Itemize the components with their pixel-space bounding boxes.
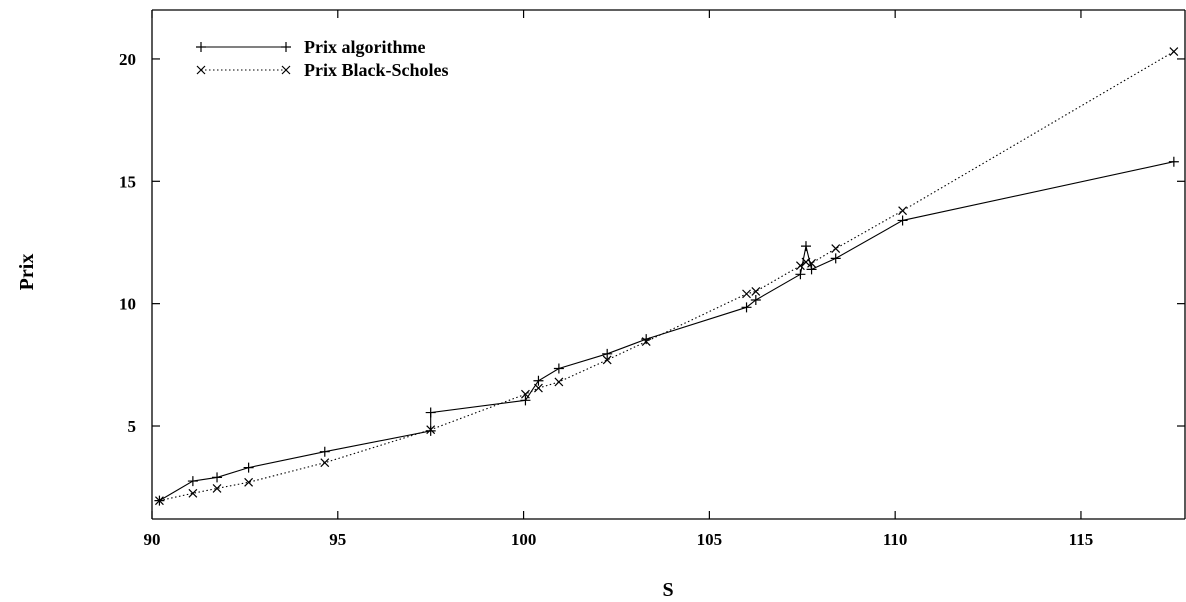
data-point — [751, 286, 761, 296]
data-point — [795, 261, 805, 271]
y-tick-label: 10 — [119, 295, 136, 314]
legend-marker — [281, 42, 291, 52]
data-point — [425, 407, 436, 418]
data-point — [641, 337, 651, 347]
data-point — [319, 446, 330, 457]
legend: Prix algorithme Prix Black-Scholes — [196, 37, 449, 80]
data-point — [187, 476, 198, 487]
data-point — [426, 425, 436, 435]
data-point — [641, 334, 652, 345]
x-tick-label: 110 — [883, 530, 908, 549]
data-point — [898, 206, 908, 216]
data-point — [830, 253, 841, 264]
x-tick-label: 105 — [697, 530, 723, 549]
data-point — [244, 477, 254, 487]
y-axis-title: Prix — [16, 254, 38, 291]
legend-marker — [281, 65, 291, 75]
axis-ticks — [151, 10, 1185, 519]
data-point — [806, 264, 817, 275]
data-point — [741, 302, 752, 313]
data-point — [602, 355, 612, 365]
data-point — [795, 269, 806, 280]
data-point — [1169, 47, 1179, 57]
legend-markers — [196, 42, 291, 75]
x-tick-label: 100 — [511, 530, 537, 549]
data-point — [554, 377, 564, 387]
series-line-2 — [159, 51, 1175, 502]
data-point — [534, 383, 543, 393]
data-point — [520, 395, 531, 406]
legend-marker — [196, 42, 206, 52]
data-point — [188, 488, 198, 498]
axis-tick-labels: 90 95 100 105 110 115 5 10 15 20 — [119, 50, 1093, 549]
x-tick-label: 95 — [329, 530, 346, 549]
plot-frame — [151, 9, 1186, 520]
data-point — [602, 348, 613, 359]
data-point — [831, 244, 841, 254]
data-point — [897, 215, 908, 226]
data-point — [320, 458, 330, 468]
legend-label-series-1: Prix algorithme — [304, 37, 425, 57]
series-line-1 — [159, 161, 1174, 502]
y-tick-label: 5 — [128, 417, 137, 436]
data-point — [155, 496, 164, 506]
series-group — [154, 47, 1179, 506]
data-point — [801, 257, 811, 267]
data-point — [1168, 156, 1179, 167]
data-point — [533, 375, 544, 386]
data-point — [521, 389, 530, 399]
series-1 — [154, 156, 1179, 506]
data-point — [212, 472, 223, 483]
data-point — [800, 241, 811, 252]
x-axis-title: S — [662, 579, 673, 601]
data-point — [553, 363, 564, 374]
data-point — [742, 289, 751, 299]
data-point — [750, 294, 761, 305]
legend-label-series-2: Prix Black-Scholes — [304, 60, 449, 80]
data-point — [807, 258, 816, 268]
y-tick-label: 15 — [119, 172, 136, 191]
legend-marker — [196, 65, 206, 75]
x-tick-label: 90 — [144, 530, 161, 549]
y-tick-label: 20 — [119, 50, 136, 69]
data-point — [212, 483, 222, 493]
x-tick-label: 115 — [1069, 530, 1094, 549]
series-2 — [155, 47, 1179, 506]
data-point — [243, 462, 254, 473]
